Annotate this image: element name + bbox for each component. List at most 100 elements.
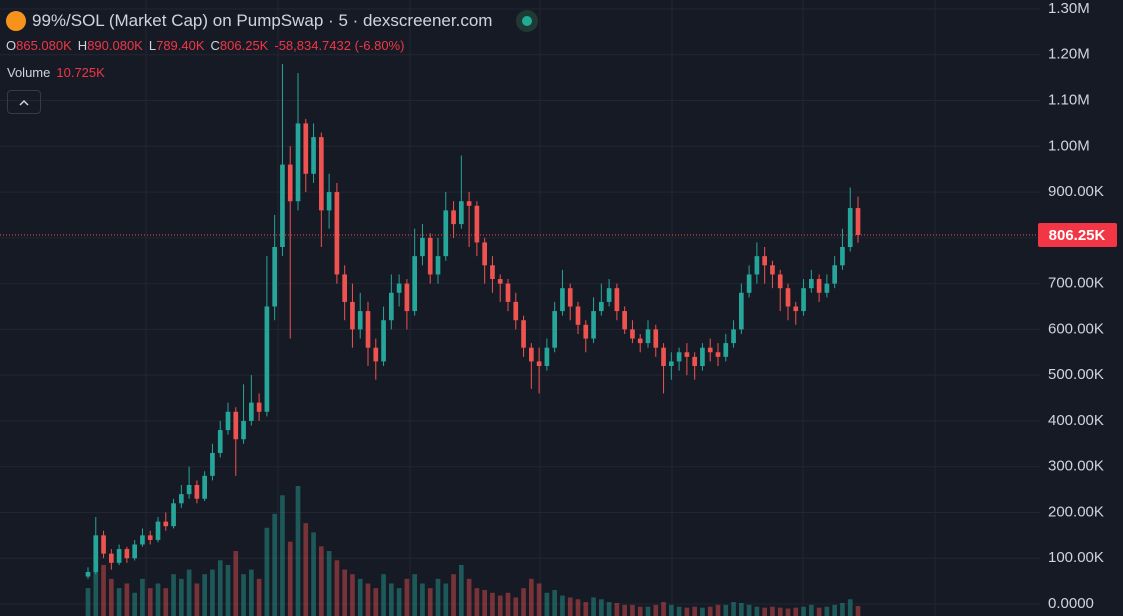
candle-body	[217, 430, 223, 453]
candle-body	[536, 361, 542, 366]
volume-bar	[427, 588, 433, 616]
volume-bar	[746, 604, 752, 616]
ohlc-value: 890.080K	[87, 38, 143, 53]
volume-bar	[661, 602, 666, 616]
candle-body	[762, 256, 767, 266]
candle-body	[116, 549, 122, 563]
candle-body	[202, 475, 207, 499]
candle-body	[93, 535, 99, 572]
ohlc-legend: O865.080K H890.080K L789.40K C806.25K -58,83…	[6, 38, 410, 53]
volume-bar	[249, 569, 254, 616]
volume-bar	[731, 602, 736, 616]
volume-bar	[287, 541, 293, 616]
volume-bar	[303, 523, 309, 616]
candle-body	[140, 535, 145, 545]
candle-body	[614, 288, 620, 312]
candle-body	[147, 535, 153, 540]
status-dot	[522, 16, 533, 26]
candle-body	[606, 288, 612, 302]
candle-body	[661, 347, 666, 366]
volume-bar	[793, 607, 799, 616]
candle-body	[676, 352, 682, 362]
volume-bar	[179, 578, 184, 616]
ohlc-value: 806.25K	[219, 38, 269, 53]
volume-bar	[505, 592, 511, 616]
volume-bar	[723, 604, 729, 616]
candle-body	[233, 411, 239, 440]
chart-title: 99%/SOL (Market Cap) on PumpSwap · 5 · d…	[32, 11, 493, 30]
candle-body	[669, 361, 674, 366]
collapse-button[interactable]	[7, 90, 41, 114]
volume-bar	[544, 592, 550, 616]
candle-body	[490, 265, 495, 280]
candle-body	[155, 521, 161, 540]
candle-body	[653, 329, 659, 348]
ohlc-value: 789.40K	[156, 38, 205, 53]
candle-body	[529, 347, 534, 362]
volume-bar	[171, 574, 176, 616]
candle-body	[521, 320, 526, 348]
volume-bar	[319, 546, 324, 616]
time-grid	[145, 0, 936, 616]
y-tick-label: 100.00K	[1048, 549, 1104, 566]
y-tick-label: 1.20M	[1048, 46, 1090, 63]
volume-bar	[202, 574, 207, 616]
last-price-badge	[1038, 222, 1117, 247]
y-tick-label: 900.00K	[1048, 183, 1104, 200]
volume-bar	[210, 569, 215, 616]
candle-body	[466, 201, 472, 206]
candle-body	[630, 329, 635, 339]
volume-bar	[225, 564, 231, 616]
volume-bar	[700, 607, 705, 616]
candle-body	[459, 201, 464, 225]
volume-bar	[155, 583, 161, 616]
candle-body	[225, 411, 231, 431]
candle-body	[809, 279, 814, 289]
volume-bar	[233, 551, 239, 616]
volume-bar	[396, 588, 402, 616]
volume-bar	[482, 590, 487, 616]
candle-body	[287, 164, 293, 202]
volume-bar	[295, 486, 301, 616]
volume-bar	[101, 564, 106, 616]
candle-body	[575, 306, 581, 325]
ohlc-value: 865.080K	[16, 38, 72, 53]
volume-bar	[536, 583, 542, 616]
volume-bar	[832, 604, 837, 616]
volume-bar	[132, 592, 137, 616]
volume-bar	[451, 574, 456, 616]
candle-body	[777, 274, 783, 289]
ohlc-key: C	[210, 38, 220, 53]
volume-bar	[194, 583, 200, 616]
volume-bar	[350, 574, 355, 616]
candle-body	[389, 292, 394, 321]
candle-body	[132, 544, 137, 559]
candle-body	[707, 347, 713, 353]
volume-bar	[824, 606, 830, 616]
volume-bar	[770, 606, 775, 616]
volume-bar	[109, 578, 114, 616]
candle-body	[785, 288, 791, 307]
volume-bar	[334, 560, 340, 616]
header: 99%/SOL (Market Cap) on PumpSwap · 5 · d…	[6, 10, 539, 32]
volume-bar	[474, 588, 480, 616]
candle-body	[497, 279, 503, 284]
candle-body	[840, 247, 845, 266]
volume-bar	[373, 588, 379, 616]
candle-body	[420, 237, 425, 257]
volume-bar	[809, 604, 814, 616]
volume-bar	[692, 606, 697, 616]
volume-bar	[847, 599, 853, 616]
volume-bar	[637, 606, 643, 616]
candle-body	[513, 301, 519, 321]
volume-bar	[669, 604, 674, 616]
volume-bar	[521, 588, 526, 616]
ohlc-key: O	[6, 38, 17, 53]
volume-bar	[816, 607, 822, 616]
candle-body	[505, 283, 511, 302]
volume-bar	[420, 583, 425, 616]
volume-bars	[85, 486, 861, 616]
candle-body	[295, 123, 301, 202]
volume-bar	[404, 578, 410, 616]
